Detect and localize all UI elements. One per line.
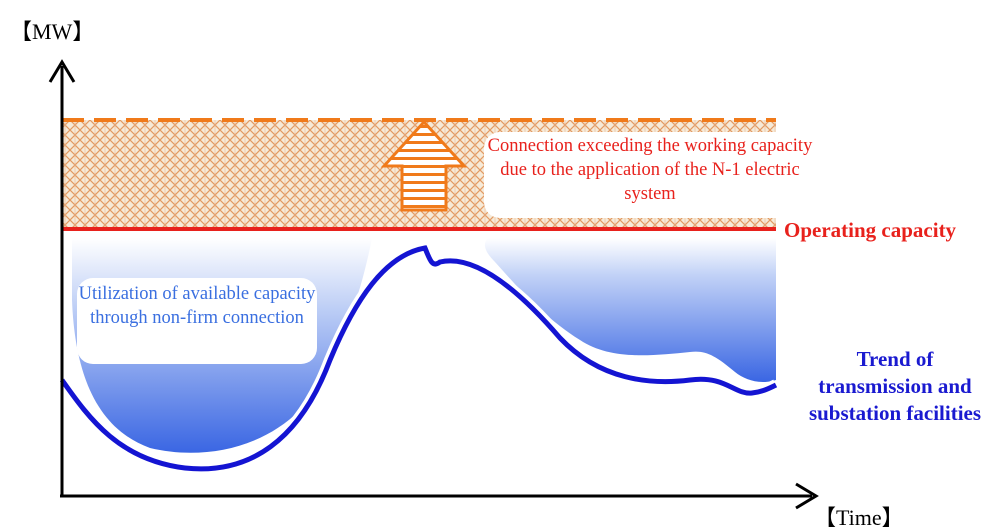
available-capacity-fill-right [484,238,776,383]
trend-line [59,245,778,472]
y-axis-unit: 【MW】 [10,19,95,44]
trend-label: Trend of transmission and substation fac… [808,347,982,425]
y-axis-arrowhead [48,59,76,83]
x-axis-arrowhead [795,482,819,510]
nonfirm-callout: Utilization of available capacity throug… [77,278,317,364]
operating-capacity-label: Operating capacity [784,218,957,242]
x-axis-unit: 【Time】 [814,505,904,530]
exceed-callout: Connection exceeding the working capacit… [484,132,816,218]
increase-arrow [380,119,468,212]
